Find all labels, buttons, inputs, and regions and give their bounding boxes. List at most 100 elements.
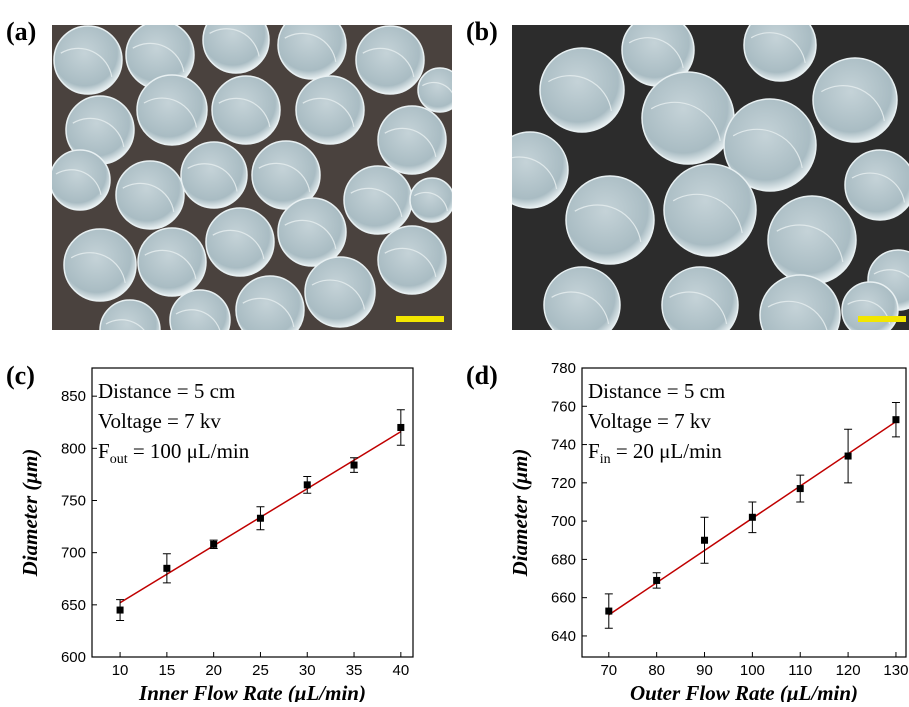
data-point	[701, 537, 708, 544]
data-point	[351, 462, 358, 469]
y-tick-label: 850	[61, 388, 86, 405]
x-tick-label: 30	[299, 662, 316, 679]
data-point	[845, 453, 852, 460]
data-point	[653, 577, 660, 584]
y-tick-label: 800	[61, 440, 86, 457]
bead	[170, 290, 230, 350]
bead	[768, 196, 856, 284]
bead	[212, 76, 280, 144]
x-tick-label: 25	[252, 662, 269, 679]
annotation: Distance = 5 cm	[98, 379, 235, 403]
scale-bar	[858, 316, 906, 322]
data-point	[397, 424, 404, 431]
annotation: Fin = 20 μL/min	[588, 439, 722, 467]
bead	[138, 228, 206, 296]
panel-label: (b)	[466, 17, 498, 46]
x-tick-label: 10	[112, 662, 129, 679]
figure: (a) (b) (c) (d) 101520253035406006507007…	[0, 0, 909, 702]
bead	[378, 226, 446, 294]
data-point	[605, 608, 612, 615]
annotation: Voltage = 7 kv	[98, 409, 221, 433]
bead	[492, 132, 568, 208]
bead	[544, 267, 620, 343]
y-tick-label: 680	[551, 551, 576, 568]
y-axis-label: Diameter (μm)	[18, 449, 42, 578]
x-axis-label: Outer Flow Rate (μL/min)	[630, 681, 858, 702]
bead	[54, 26, 122, 94]
bead	[64, 229, 136, 301]
y-tick-label: 640	[551, 628, 576, 645]
x-tick-label: 100	[740, 662, 765, 679]
bead	[642, 72, 734, 164]
data-point	[797, 485, 804, 492]
bead	[842, 282, 898, 338]
bead	[236, 276, 304, 344]
bead	[356, 26, 424, 94]
y-tick-label: 780	[551, 360, 576, 377]
bead	[744, 9, 816, 81]
x-tick-label: 130	[883, 662, 908, 679]
annotation: Voltage = 7 kv	[588, 409, 711, 433]
annotation-sub: out	[110, 452, 128, 467]
y-axis-label: Diameter (μm)	[508, 449, 532, 578]
annotation-sub: in	[600, 452, 611, 467]
bead	[100, 300, 160, 360]
data-point	[117, 607, 124, 614]
x-tick-label: 20	[205, 662, 222, 679]
data-point	[163, 565, 170, 572]
data-point	[892, 416, 899, 423]
bead	[664, 164, 756, 256]
bead	[181, 142, 247, 208]
x-tick-label: 90	[696, 662, 713, 679]
bead	[137, 75, 207, 145]
bead	[418, 68, 462, 112]
y-tick-label: 600	[61, 649, 86, 666]
panel-label: (a)	[6, 17, 36, 46]
y-tick-label: 650	[61, 597, 86, 614]
scale-bar	[396, 316, 444, 322]
bead	[278, 11, 346, 79]
annotation-part: F	[588, 439, 600, 463]
data-point	[210, 541, 217, 548]
panel-label: (d)	[466, 361, 498, 390]
bead	[662, 267, 738, 343]
annotation-part: = 20 μL/min	[611, 439, 723, 463]
bead	[203, 7, 269, 73]
y-tick-label: 660	[551, 590, 576, 607]
x-tick-label: 70	[600, 662, 617, 679]
bead	[566, 176, 654, 264]
data-point	[749, 514, 756, 521]
bead	[296, 76, 364, 144]
x-axis-label: Inner Flow Rate (μL/min)	[138, 681, 366, 702]
chart: 70 80 90 100 110 120 130 640 660 680 700 720 740 760 7…	[508, 360, 908, 702]
bead	[116, 161, 184, 229]
bead	[344, 166, 412, 234]
x-tick-label: 40	[392, 662, 409, 679]
x-tick-label: 120	[836, 662, 861, 679]
bead	[206, 208, 274, 276]
y-tick-label: 720	[551, 475, 576, 492]
data-point	[257, 515, 264, 522]
bead	[278, 198, 346, 266]
bead	[305, 257, 375, 327]
x-tick-label: 80	[648, 662, 665, 679]
bead	[378, 106, 446, 174]
annotation-part: F	[98, 439, 110, 463]
bead	[845, 150, 909, 220]
annotation-part: = 100 μL/min	[128, 439, 250, 463]
x-tick-label: 15	[159, 662, 176, 679]
annotation: Fout = 100 μL/min	[98, 439, 250, 467]
y-tick-label: 750	[61, 493, 86, 510]
annotation: Distance = 5 cm	[588, 379, 725, 403]
bead	[50, 150, 110, 210]
y-tick-label: 700	[551, 513, 576, 530]
y-tick-label: 740	[551, 437, 576, 454]
bead	[410, 178, 454, 222]
y-tick-label: 760	[551, 398, 576, 415]
x-tick-label: 110	[788, 662, 812, 679]
x-tick-label: 35	[346, 662, 363, 679]
panel-label: (c)	[6, 361, 35, 390]
bead	[813, 58, 897, 142]
bead	[760, 275, 840, 355]
